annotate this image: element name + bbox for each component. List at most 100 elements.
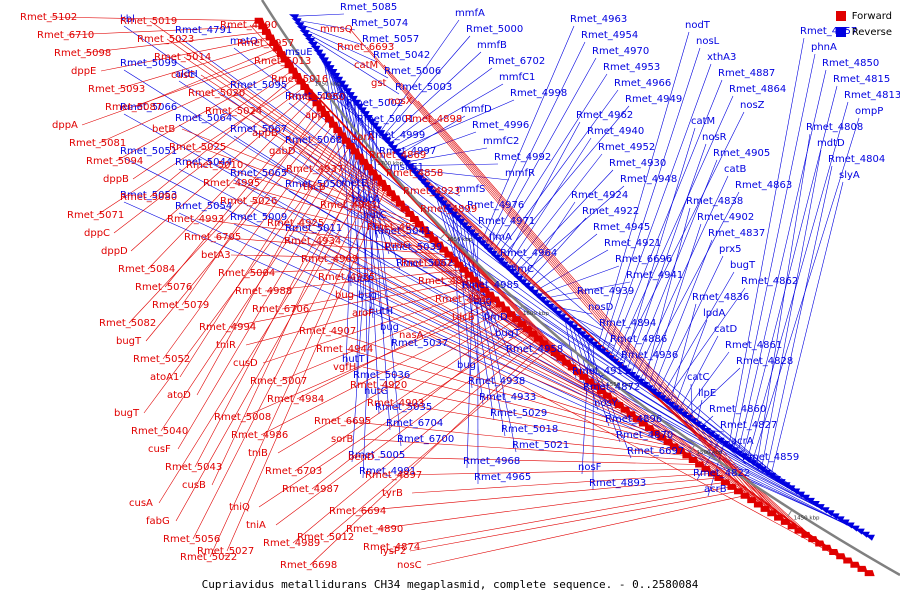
forward-swatch (835, 11, 846, 21)
leader-line (243, 304, 501, 418)
reverse-gene-label: Rmet_4924 (571, 190, 628, 201)
reverse-gene-label: Rmet_4970 (592, 46, 649, 57)
forward-gene-label: Rmet_4871 (367, 222, 424, 233)
reverse-gene-label: Rmet_4921 (604, 238, 661, 249)
reverse-gene-label: Rmet_5001 (357, 114, 414, 125)
forward-gene-label: Rmet_4984 (267, 394, 324, 405)
forward-gene-label: Rmet_4990 (220, 20, 277, 31)
forward-gene-label: Rmet_5080 (120, 192, 177, 203)
reverse-gene-label: Rmet_4953 (603, 62, 660, 73)
forward-gene-glyph (434, 241, 445, 248)
reverse-gene-label: Rmet_4813 (844, 90, 900, 101)
forward-gene-glyph (316, 105, 327, 112)
reverse-gene-label: Rmet_5044 (175, 157, 232, 168)
forward-gene-label: cusB (182, 480, 206, 491)
forward-gene-glyph (669, 443, 680, 450)
reverse-gene-label: bugT (495, 328, 521, 339)
forward-gene-label: Rmet_5043 (165, 462, 222, 473)
reverse-gene-label: Rmet_5006 (384, 66, 441, 77)
leader-line (200, 74, 405, 210)
leader-line (537, 265, 620, 296)
forward-gene-glyph (424, 231, 435, 238)
leader-line (158, 166, 369, 504)
reverse-gene-label: Rmet_4894 (599, 318, 656, 329)
forward-gene-glyph (276, 51, 287, 58)
reverse-gene-label: Rmet_5062 (396, 258, 453, 269)
reverse-gene-label: Rmet_5037 (391, 338, 448, 349)
leader-line (412, 169, 510, 181)
leader-line (690, 383, 693, 421)
leader-line (292, 338, 539, 544)
forward-gene-label: Rmet_4890 (346, 524, 403, 535)
reverse-gene-label: Rmet_4940 (587, 126, 644, 137)
reverse-gene-label: slyA (839, 170, 860, 181)
leader-line (307, 35, 400, 95)
reverse-gene-label: fimC (511, 264, 534, 275)
forward-gene-label: Rmet_4874 (363, 542, 420, 553)
forward-gene-glyph (539, 340, 550, 347)
forward-gene-label: Rmet_5019 (120, 16, 177, 27)
forward-gene-label: Rmet_5082 (99, 318, 156, 329)
leader-line (379, 384, 674, 447)
leader-line (309, 343, 544, 566)
forward-gene-label: Rmet_4950 (288, 92, 345, 103)
scale-tick-label: 1650 kbp (447, 237, 473, 243)
forward-gene-glyph (333, 127, 344, 134)
reverse-gene-label: catM (691, 116, 715, 127)
leader-line (192, 177, 378, 540)
forward-gene-label: Rmet_6698 (280, 560, 337, 571)
forward-gene-label: Rmet_5016 (271, 74, 328, 85)
leader-line (230, 254, 454, 260)
leader-line (288, 58, 791, 488)
leader-line (181, 108, 321, 306)
reverse-gene-label: Rmet_5064 (175, 113, 232, 124)
leader-line (652, 239, 713, 391)
leader-line (232, 182, 434, 240)
reverse-gene-label: fimA (489, 232, 512, 243)
forward-gene-label: nasA (399, 330, 424, 341)
leader-line (747, 101, 849, 460)
forward-gene-label: Rmet_4909 (301, 254, 358, 265)
forward-gene-label: Rmet_4897 (365, 470, 422, 481)
forward-gene-label: Rmet_6705 (184, 232, 241, 243)
leader-line (198, 146, 424, 230)
leader-line (296, 222, 619, 406)
forward-gene-label: cusC (171, 70, 195, 81)
leader-line (149, 75, 297, 198)
reverse-gene-label: Rmet_4886 (610, 334, 667, 345)
legend-item-reverse: Reverse (835, 24, 892, 40)
reverse-gene-label: lpdA (703, 308, 725, 319)
reverse-gene-label: metE (341, 178, 367, 189)
forward-gene-label: sorA (352, 132, 374, 143)
forward-gene-glyph (254, 17, 265, 24)
forward-gene-label: Rmet_5020 (188, 88, 245, 99)
leader-line (377, 456, 700, 465)
forward-gene-glyph (657, 434, 668, 441)
forward-gene-label: Rmet_4920 (350, 380, 407, 391)
leader-line (362, 366, 668, 443)
forward-gene-label: Rmet_6694 (329, 506, 386, 517)
reverse-gene-label: Rmet_5000 (466, 24, 523, 35)
forward-gene-label: sorB (331, 434, 353, 445)
forward-gene-glyph (400, 205, 411, 212)
forward-gene-label: appB (252, 128, 278, 139)
forward-gene-label: Rmet_5004 (218, 268, 275, 279)
forward-gene-label: gst (371, 78, 387, 89)
leader-line (415, 172, 461, 197)
forward-gene-label: Rmet_4934 (284, 236, 341, 247)
leader-line (525, 217, 587, 286)
leader-line (123, 201, 855, 528)
forward-gene-glyph (312, 100, 323, 107)
forward-gene-glyph (517, 321, 528, 328)
reverse-gene-label: phnA (811, 42, 837, 53)
reverse-gene-label: Rmet_5009 (230, 212, 287, 223)
leader-line (247, 264, 459, 274)
reverse-gene-label: Rmet_4896 (605, 414, 662, 425)
forward-gene-glyph (620, 406, 631, 413)
leader-line (83, 31, 266, 54)
leader-line (737, 69, 827, 453)
leader-line (728, 37, 805, 447)
reverse-gene-label: Rmet_5054 (175, 201, 232, 212)
leader-line (328, 330, 656, 434)
leader-line (145, 119, 330, 342)
